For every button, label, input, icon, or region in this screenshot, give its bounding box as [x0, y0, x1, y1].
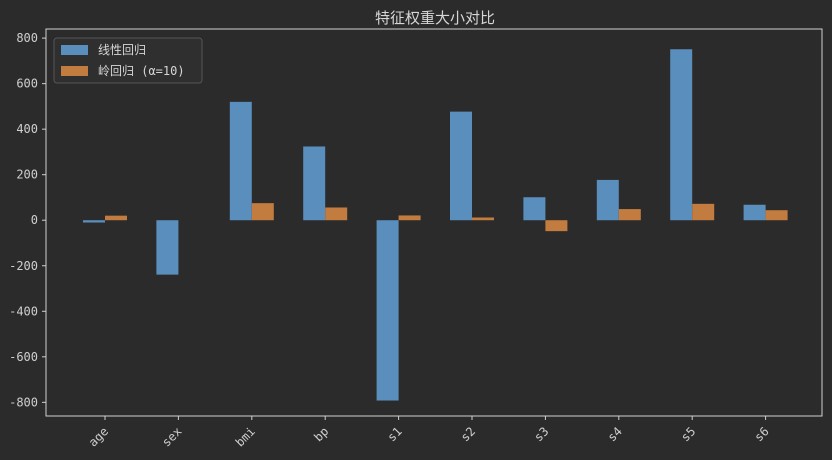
y-tick-label: -800 [9, 395, 38, 409]
x-tick-label: s6 [752, 424, 772, 444]
x-tick-label: age [86, 424, 111, 449]
bar-linear-s3 [523, 197, 546, 221]
bar-linear-s1 [376, 220, 399, 401]
x-tick-label: bp [311, 424, 331, 444]
bar-ridge-s6 [765, 210, 788, 221]
y-tick-label: 0 [31, 213, 38, 227]
bar-linear-s4 [596, 179, 619, 221]
bar-linear-s5 [670, 49, 693, 221]
x-tick-label: s1 [385, 424, 405, 444]
x-tick-label: s3 [531, 424, 551, 444]
legend-swatch-ridge [61, 66, 88, 76]
bar-linear-age [83, 220, 105, 223]
x-tick-label: bmi [233, 424, 258, 449]
bar-linear-bmi [229, 101, 252, 221]
bar-ridge-s3 [545, 220, 568, 232]
y-axis: -800 -600 -400 -200 0 200 400 600 800 [9, 31, 46, 409]
bar-linear-sex [156, 220, 179, 275]
legend-label-linear: 线性回归 [98, 43, 146, 57]
x-tick-label: s4 [605, 424, 625, 444]
x-axis: age sex bmi bp s1 s2 s3 s4 s5 s6 [86, 416, 772, 449]
chart-title: 特征权重大小对比 [375, 9, 495, 27]
y-tick-label: 200 [16, 168, 38, 182]
y-tick-label: 400 [16, 122, 38, 136]
bar-ridge-s2 [472, 217, 494, 221]
bar-linear-s2 [450, 111, 472, 221]
bar-linear-s6 [743, 204, 766, 221]
legend-swatch-linear [61, 45, 88, 55]
x-tick-label: s5 [678, 424, 698, 444]
bar-ridge-s1 [398, 215, 421, 221]
y-tick-label: -400 [9, 304, 38, 318]
bar-ridge-s5 [692, 203, 715, 221]
y-tick-label: 800 [16, 31, 38, 45]
bar-group [83, 49, 788, 401]
plot-frame [45, 28, 823, 417]
x-tick-label: sex [159, 424, 184, 449]
y-tick-label: 600 [16, 77, 38, 91]
legend-box [53, 37, 203, 84]
x-tick-label: s2 [458, 424, 478, 444]
legend: 线性回归 岭回归 (α=10) [53, 37, 203, 84]
bar-ridge-bmi [251, 203, 274, 221]
y-tick-label: -600 [9, 350, 38, 364]
bar-linear-bp [303, 146, 326, 221]
bar-ridge-bp [325, 207, 348, 221]
y-tick-label: -200 [9, 259, 38, 273]
bar-ridge-s4 [618, 209, 641, 221]
legend-label-ridge: 岭回归 (α=10) [98, 64, 185, 78]
bar-ridge-age [105, 215, 127, 221]
